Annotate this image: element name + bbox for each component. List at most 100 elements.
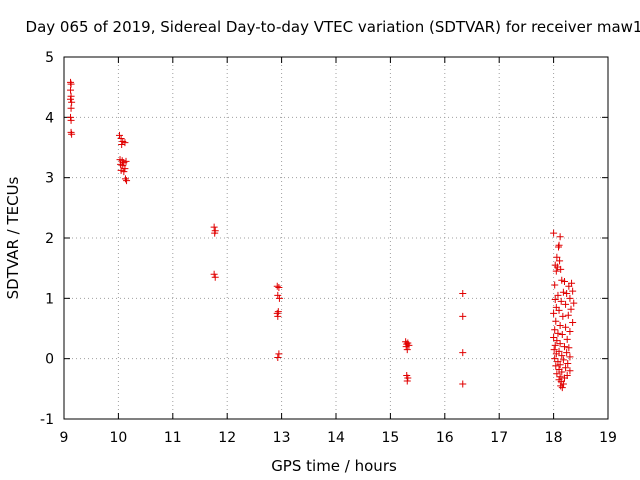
data-point bbox=[558, 352, 566, 360]
data-point bbox=[552, 267, 560, 275]
data-point bbox=[67, 92, 75, 100]
data-point bbox=[556, 257, 564, 265]
x-tick-label: 18 bbox=[545, 430, 563, 446]
grid bbox=[64, 57, 608, 419]
data-point bbox=[558, 384, 566, 392]
data-point bbox=[554, 291, 562, 299]
data-point bbox=[273, 309, 281, 317]
data-point bbox=[121, 175, 129, 183]
data-point bbox=[67, 116, 75, 124]
data-point bbox=[275, 350, 283, 358]
y-tick-label: 5 bbox=[45, 50, 54, 66]
data-point bbox=[569, 318, 577, 326]
data-point bbox=[554, 329, 562, 337]
data-point bbox=[563, 290, 571, 298]
data-point bbox=[562, 300, 570, 308]
x-tick-label: 9 bbox=[60, 430, 69, 446]
y-tick-label: 0 bbox=[45, 352, 54, 368]
data-point bbox=[556, 233, 564, 241]
data-point bbox=[274, 291, 282, 299]
data-point bbox=[566, 367, 574, 375]
data-point bbox=[564, 311, 572, 319]
data-point bbox=[566, 353, 574, 361]
y-tick-labels: -1 0 1 2 3 4 5 bbox=[40, 50, 54, 428]
data-point bbox=[554, 243, 562, 251]
data-point bbox=[557, 382, 565, 390]
y-tick-label: 1 bbox=[45, 291, 54, 307]
data-point bbox=[403, 346, 411, 354]
data-point bbox=[564, 359, 572, 367]
data-point bbox=[551, 355, 559, 363]
data-point bbox=[567, 305, 575, 313]
data-point bbox=[551, 341, 559, 349]
data-point bbox=[210, 223, 218, 231]
x-tick-label: 12 bbox=[218, 430, 236, 446]
data-point bbox=[565, 282, 573, 290]
data-point bbox=[560, 277, 568, 285]
data-point bbox=[556, 321, 564, 329]
x-tick-label: 10 bbox=[109, 430, 127, 446]
data-point bbox=[273, 282, 281, 290]
x-axis-label: GPS time / hours bbox=[271, 457, 397, 475]
data-point bbox=[459, 380, 467, 388]
data-point bbox=[68, 130, 76, 138]
data-point bbox=[555, 306, 563, 314]
x-tick-label: 15 bbox=[381, 430, 399, 446]
data-point bbox=[121, 165, 129, 173]
y-axis-label: SDTVAR / TECUs bbox=[4, 176, 22, 299]
x-tick-label: 14 bbox=[327, 430, 345, 446]
data-point bbox=[550, 309, 558, 317]
data-point bbox=[68, 98, 76, 106]
data-points bbox=[67, 78, 578, 392]
data-point bbox=[67, 104, 75, 112]
data-point bbox=[551, 326, 559, 334]
data-point bbox=[459, 312, 467, 320]
chart-title: Day 065 of 2019, Sidereal Day-to-day VTE… bbox=[26, 18, 640, 36]
data-point bbox=[550, 229, 558, 237]
data-point bbox=[403, 377, 411, 385]
y-tick-label: -1 bbox=[40, 412, 54, 428]
data-point bbox=[210, 270, 218, 278]
data-point bbox=[563, 349, 571, 357]
data-point bbox=[557, 265, 565, 273]
data-point bbox=[562, 323, 570, 331]
data-point bbox=[67, 113, 75, 121]
data-point bbox=[556, 373, 564, 381]
data-point bbox=[275, 283, 283, 291]
data-point bbox=[565, 344, 573, 352]
data-point bbox=[562, 364, 570, 372]
data-point bbox=[123, 177, 131, 185]
data-point bbox=[120, 168, 128, 176]
data-point bbox=[211, 273, 219, 281]
x-tick-label: 11 bbox=[164, 430, 182, 446]
data-point bbox=[550, 334, 558, 342]
data-point bbox=[559, 288, 567, 296]
x-tick-label: 16 bbox=[436, 430, 454, 446]
axis-ticks bbox=[63, 56, 609, 420]
data-point bbox=[569, 287, 577, 295]
data-point bbox=[558, 331, 566, 339]
data-point bbox=[559, 356, 567, 364]
data-point bbox=[552, 362, 560, 370]
data-point bbox=[551, 281, 559, 289]
data-point bbox=[566, 294, 574, 302]
x-tick-label: 13 bbox=[273, 430, 291, 446]
x-tick-label: 19 bbox=[599, 430, 617, 446]
data-point bbox=[115, 131, 123, 139]
data-point bbox=[570, 299, 578, 307]
data-point bbox=[121, 139, 129, 147]
data-point bbox=[552, 350, 560, 358]
data-point bbox=[563, 335, 571, 343]
data-point bbox=[118, 157, 126, 165]
data-point bbox=[559, 312, 567, 320]
data-point bbox=[558, 368, 566, 376]
data-point bbox=[459, 349, 467, 357]
data-point bbox=[67, 95, 75, 103]
data-point bbox=[211, 229, 219, 237]
data-point bbox=[117, 134, 125, 142]
data-point bbox=[118, 140, 126, 148]
x-tick-labels: 9 10 11 12 13 14 15 16 17 18 19 bbox=[60, 430, 617, 446]
y-tick-label: 3 bbox=[45, 171, 54, 187]
data-point bbox=[67, 86, 75, 94]
